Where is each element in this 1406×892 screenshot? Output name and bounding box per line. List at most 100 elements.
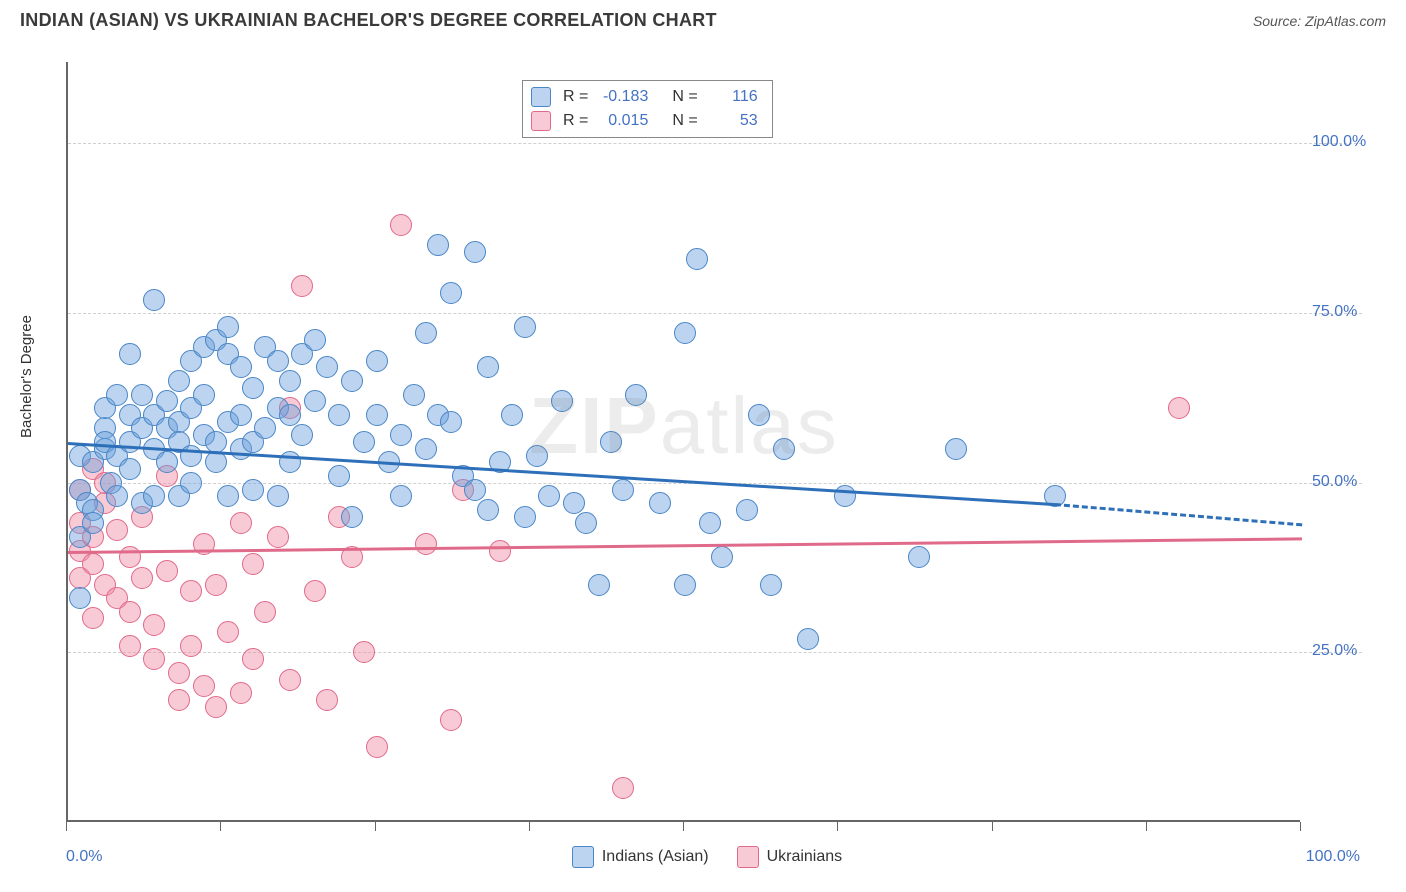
R-label: R = [563,109,588,133]
swatch-indians [531,87,551,107]
data-point [600,431,622,453]
data-point [834,485,856,507]
data-point [464,479,486,501]
x-tick [375,822,376,831]
data-point [106,485,128,507]
data-point [82,512,104,534]
data-point [736,499,758,521]
source-prefix: Source: [1253,13,1305,29]
data-point [304,580,326,602]
data-point [748,404,770,426]
data-point [217,485,239,507]
data-point [612,777,634,799]
plot-area: ZIPatlas R = -0.183 N = 116 R = 0.015 N … [66,62,1300,822]
data-point [501,404,523,426]
data-point [612,479,634,501]
data-point [217,621,239,643]
data-point [427,234,449,256]
data-point [699,512,721,534]
data-point [760,574,782,596]
data-point [106,519,128,541]
R-value-ukrainians: 0.015 [596,109,648,133]
data-point [353,641,375,663]
data-point [514,506,536,528]
x-tick [837,822,838,831]
data-point [119,635,141,657]
data-point [304,390,326,412]
data-point [156,451,178,473]
data-point [267,350,289,372]
data-point [908,546,930,568]
data-point [353,431,375,453]
data-point [254,417,276,439]
data-point [279,404,301,426]
data-point [180,472,202,494]
data-point [304,329,326,351]
series-legend: Indians (Asian)Ukrainians [46,846,1340,868]
data-point [551,390,573,412]
data-point [415,438,437,460]
watermark-thin: atlas [660,381,839,470]
data-point [686,248,708,270]
data-point [514,316,536,338]
data-point [242,377,264,399]
data-point [316,356,338,378]
x-tick [1300,822,1301,831]
data-point [279,669,301,691]
data-point [440,282,462,304]
data-point [205,696,227,718]
N-label: N = [672,85,697,109]
x-tick [220,822,221,831]
N-label: N = [672,109,697,133]
correlation-row-ukrainians: R = 0.015 N = 53 [531,109,758,133]
data-point [217,316,239,338]
data-point [82,607,104,629]
x-tick [1146,822,1147,831]
data-point [119,343,141,365]
data-point [390,214,412,236]
data-point [649,492,671,514]
trend-line [68,442,1055,506]
gridline [68,313,1362,314]
data-point [316,689,338,711]
gridline [68,143,1362,144]
y-tick-label: 25.0% [1312,642,1382,660]
data-point [230,356,252,378]
data-point [341,370,363,392]
chart-container: Bachelor's Degree ZIPatlas R = -0.183 N … [46,48,1384,836]
data-point [230,512,252,534]
data-point [390,485,412,507]
source-name: ZipAtlas.com [1305,13,1386,29]
data-point [477,499,499,521]
data-point [82,553,104,575]
data-point [267,526,289,548]
data-point [711,546,733,568]
y-tick-label: 100.0% [1312,133,1382,151]
data-point [328,404,350,426]
data-point [464,241,486,263]
data-point [143,485,165,507]
data-point [168,370,190,392]
data-point [242,479,264,501]
legend-swatch [572,846,594,868]
trend-line [1055,503,1302,526]
data-point [625,384,647,406]
data-point [230,404,252,426]
data-point [328,465,350,487]
data-point [168,689,190,711]
data-point [267,485,289,507]
data-point [797,628,819,650]
data-point [588,574,610,596]
data-point [230,682,252,704]
data-point [1168,397,1190,419]
data-point [205,574,227,596]
data-point [143,289,165,311]
data-point [143,614,165,636]
data-point [168,662,190,684]
data-point [773,438,795,460]
data-point [341,506,363,528]
correlation-legend: R = -0.183 N = 116 R = 0.015 N = 53 [522,80,773,138]
chart-source: Source: ZipAtlas.com [1253,13,1386,29]
swatch-ukrainians [531,111,551,131]
chart-title: INDIAN (ASIAN) VS UKRAINIAN BACHELOR'S D… [20,10,717,31]
